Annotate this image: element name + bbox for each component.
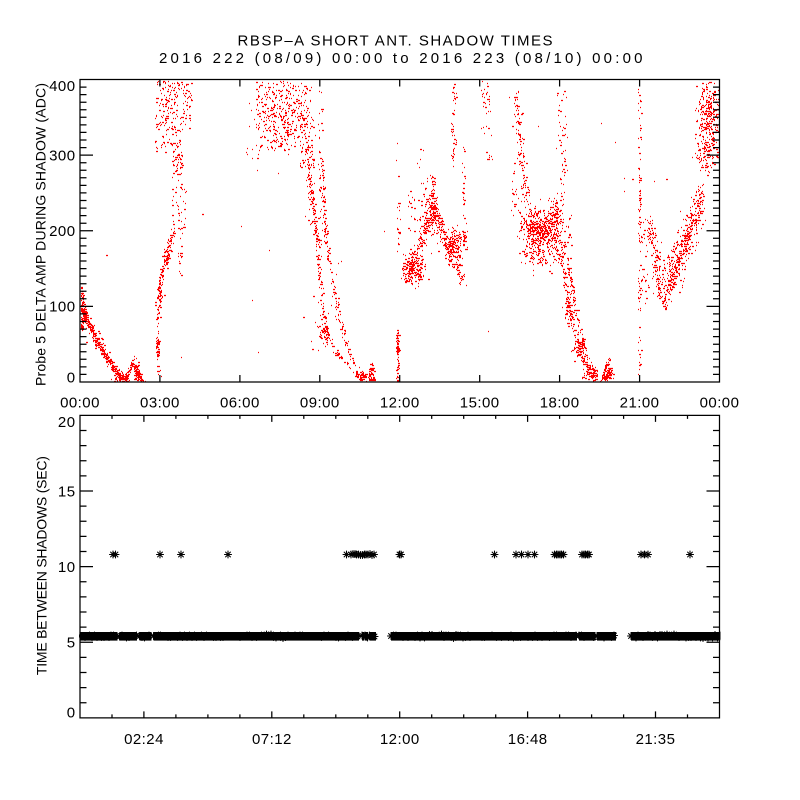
svg-text:0: 0 bbox=[67, 370, 76, 387]
svg-text:21:00: 21:00 bbox=[620, 394, 660, 411]
svg-text:16:48: 16:48 bbox=[508, 731, 548, 748]
svg-text:00:00: 00:00 bbox=[700, 394, 740, 411]
svg-text:09:00: 09:00 bbox=[300, 394, 340, 411]
svg-text:Probe 5 DELTA AMP DURING SHADO: Probe 5 DELTA AMP DURING SHADOW (ADC) bbox=[33, 83, 49, 386]
svg-text:12:00: 12:00 bbox=[380, 731, 420, 748]
svg-text:02:24: 02:24 bbox=[124, 731, 164, 748]
svg-text:03:00: 03:00 bbox=[140, 394, 180, 411]
svg-text:2016 222 (08/09) 00:00 to 2016: 2016 222 (08/09) 00:00 to 2016 223 (08/1… bbox=[159, 50, 642, 67]
svg-text:RBSP–A SHORT ANT. SHADOW TIMES: RBSP–A SHORT ANT. SHADOW TIMES bbox=[238, 33, 553, 50]
svg-text:200: 200 bbox=[49, 223, 75, 240]
svg-text:20: 20 bbox=[58, 414, 76, 431]
svg-text:15:00: 15:00 bbox=[460, 394, 500, 411]
svg-text:400: 400 bbox=[49, 78, 75, 95]
svg-text:00:00: 00:00 bbox=[60, 394, 100, 411]
svg-text:10: 10 bbox=[58, 559, 76, 576]
svg-text:15: 15 bbox=[58, 483, 76, 500]
svg-text:0: 0 bbox=[67, 705, 76, 722]
svg-text:100: 100 bbox=[49, 299, 75, 316]
svg-text:07:12: 07:12 bbox=[252, 731, 292, 748]
svg-text:06:00: 06:00 bbox=[220, 394, 260, 411]
svg-text:5: 5 bbox=[67, 635, 76, 652]
svg-text:18:00: 18:00 bbox=[540, 394, 580, 411]
svg-text:TIME BETWEEN SHADOWS (SEC): TIME BETWEEN SHADOWS (SEC) bbox=[34, 456, 50, 675]
svg-text:300: 300 bbox=[49, 148, 75, 165]
svg-text:12:00: 12:00 bbox=[380, 394, 420, 411]
svg-text:21:35: 21:35 bbox=[636, 731, 676, 748]
